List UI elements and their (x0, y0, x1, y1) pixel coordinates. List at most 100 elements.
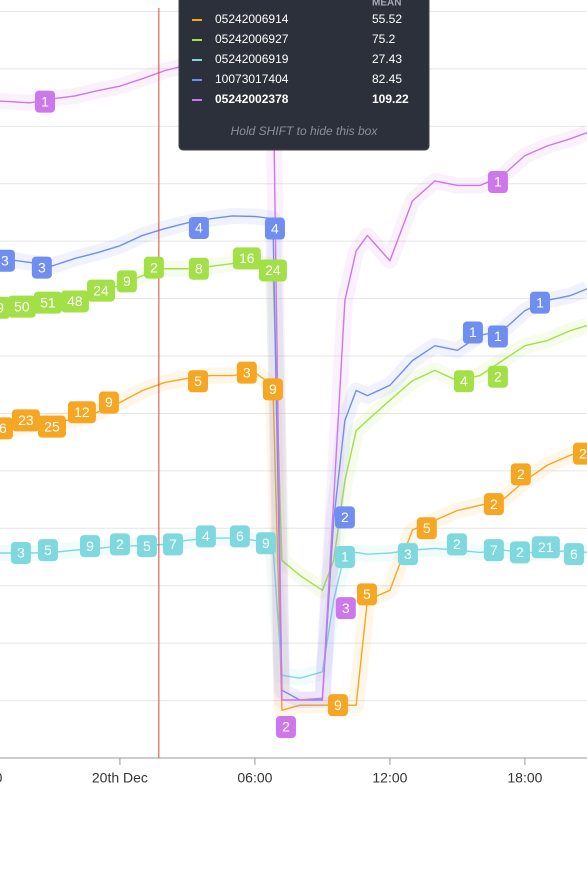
badge-box (143, 256, 164, 279)
badge-label: 6 (236, 528, 244, 544)
badge-box (229, 525, 250, 548)
badge: 16 (232, 247, 261, 270)
badge: 2 (510, 463, 531, 486)
x-tick-label: 18:00 (0, 770, 3, 786)
tooltip-footer: Hold SHIFT to hide this box (231, 124, 379, 138)
badge-box (334, 506, 355, 529)
badge-label: 2 (516, 544, 524, 560)
badge-label: 1 (494, 328, 502, 344)
badge-label: 12 (74, 404, 90, 420)
badge: 1 (487, 325, 508, 348)
badge-label: 5 (363, 586, 371, 602)
badge-label: 1 (469, 324, 477, 340)
badge-label: 9 (105, 394, 113, 410)
badge: 1 (462, 321, 483, 344)
badge-box (34, 90, 55, 113)
badge-label: 2 (453, 536, 461, 552)
badge-box (264, 217, 285, 240)
badge-label: 3 (404, 546, 412, 562)
badge: 9 (262, 378, 283, 401)
badge: 9 (98, 391, 119, 414)
badge-box (0, 417, 13, 440)
badge: 3 (397, 543, 418, 566)
badge-box (416, 517, 437, 540)
badge-label: 3 (342, 600, 350, 616)
badge-label: 2 (579, 445, 587, 461)
badge-box (572, 442, 587, 465)
badge-label: 7 (490, 542, 498, 558)
badge-label: 9 (0, 299, 4, 315)
badge: 4 (195, 525, 216, 548)
badge: 48 (60, 290, 89, 313)
badge: 4 (188, 216, 209, 239)
badge: 5 (416, 517, 437, 540)
badge-label: 2 (150, 259, 158, 275)
badge: 7 (163, 533, 184, 556)
badge-label: 9 (86, 538, 94, 554)
badge: 2 (483, 493, 504, 516)
badge: 3 (0, 249, 15, 272)
tooltip-name: 05242006927 (215, 32, 289, 46)
badge-box (31, 256, 52, 279)
badge-box (37, 415, 66, 438)
badge: 24 (258, 259, 287, 282)
badge: 6 (0, 417, 13, 440)
badge-box (462, 321, 483, 344)
badge: 3 (335, 597, 356, 620)
badge-box (334, 546, 355, 569)
badge-box (163, 533, 184, 556)
badge-label: 1 (41, 93, 49, 109)
badge: 9 (116, 270, 137, 293)
badge-box (531, 536, 560, 559)
tooltip-name: 05242006919 (215, 52, 289, 66)
badge-label: 9 (262, 535, 270, 551)
badge: 1 (487, 171, 508, 194)
x-tick-label: 18:00 (507, 770, 542, 786)
badge-label: 8 (195, 260, 203, 276)
badge: 2 (487, 365, 508, 388)
badge-box (98, 391, 119, 414)
badge-label: 1 (341, 549, 349, 565)
badge-label: 21 (538, 539, 554, 555)
badge-box (0, 296, 10, 319)
badge-box (109, 533, 130, 556)
badge-label: 4 (195, 220, 203, 236)
badge-label: 5 (143, 538, 151, 554)
badge-label: 23 (18, 412, 34, 428)
tooltip-name: 05242006914 (215, 12, 289, 26)
badge-box (275, 715, 296, 738)
badge-label: 1 (494, 174, 502, 190)
tooltip-value: 109.22 (372, 92, 409, 106)
badge-label: 9 (269, 381, 277, 397)
badge-label: 2 (517, 466, 525, 482)
badge: 5 (37, 539, 58, 562)
badge-box (11, 409, 40, 432)
badge: 9 (327, 694, 348, 717)
badge: 3 (10, 541, 31, 564)
badge-box (188, 257, 209, 280)
badge-label: 3 (17, 545, 25, 561)
badge: 1 (334, 546, 355, 569)
badge: 2 (109, 533, 130, 556)
badge-box (87, 279, 116, 302)
series-line (0, 55, 587, 701)
tooltip-name: 05242002378 (215, 92, 289, 106)
badge-box (255, 532, 276, 555)
badge-box (487, 171, 508, 194)
badge-box (529, 291, 550, 314)
badge-box (487, 365, 508, 388)
badge: 5 (187, 370, 208, 393)
badge: 1 (529, 291, 550, 314)
badge-label: 24 (265, 262, 281, 278)
badge-box (563, 543, 584, 566)
badge: 8 (188, 257, 209, 280)
badge-label: 3 (38, 259, 46, 275)
badge-box (7, 295, 36, 318)
badge: 2 (572, 442, 587, 465)
badge-box (79, 535, 100, 558)
badge-label: 48 (67, 293, 83, 309)
badge: 9 (0, 296, 10, 319)
series-line (0, 261, 587, 592)
badge: 5 (136, 535, 157, 558)
